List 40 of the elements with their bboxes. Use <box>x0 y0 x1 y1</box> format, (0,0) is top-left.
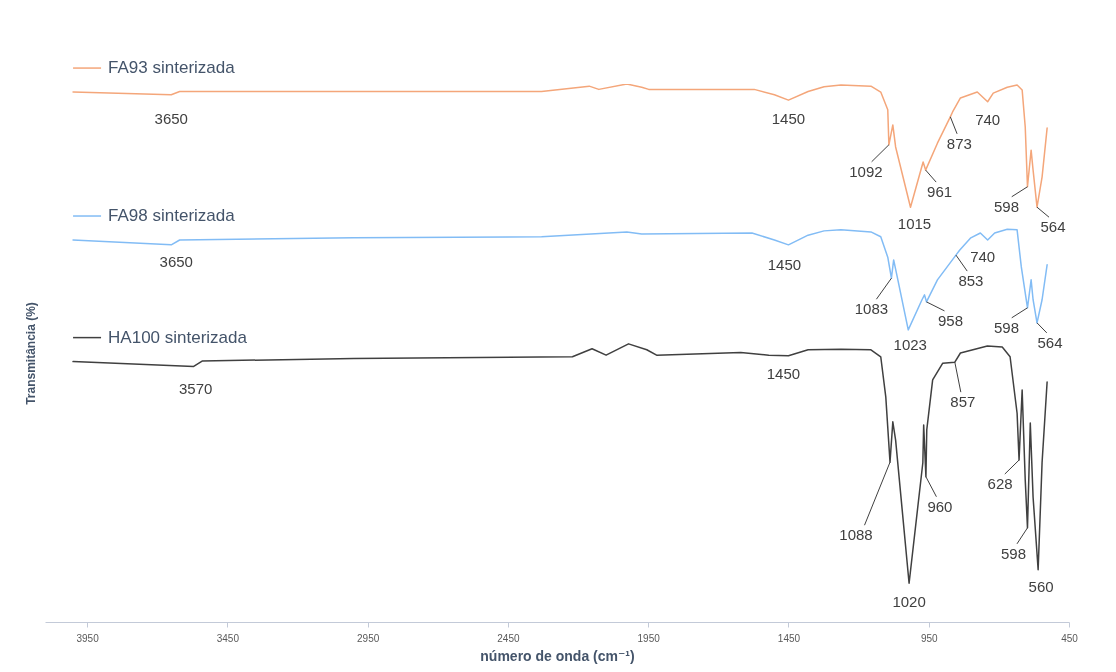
annotation: 3570 <box>179 380 213 398</box>
annotation: 740 <box>970 248 996 266</box>
x-tick-label: 1450 <box>777 632 801 644</box>
annotation: 1450 <box>766 364 801 382</box>
annotation: 1088 <box>839 526 873 544</box>
annotation: 958 <box>937 311 963 329</box>
annotation: 1092 <box>849 162 883 180</box>
annotation: 1020 <box>892 593 926 611</box>
x-tick-label: 3950 <box>76 632 100 644</box>
annotation: 628 <box>987 475 1013 493</box>
annotation: 564 <box>1037 333 1063 351</box>
x-tick-label: 2950 <box>357 632 380 644</box>
legend-label: FA93 sinterizada <box>108 58 236 78</box>
annotation: 853 <box>958 272 984 290</box>
legend-label: HA100 sinterizada <box>108 327 248 347</box>
annotation: 598 <box>1000 544 1026 562</box>
x-tick-label: 2450 <box>497 632 520 644</box>
annotation: 740 <box>975 110 1001 128</box>
legend-label: FA98 sinterizada <box>108 206 236 226</box>
x-tick-label: 950 <box>920 632 939 644</box>
annotation: 598 <box>993 197 1019 215</box>
annotation: 1083 <box>854 300 889 318</box>
y-axis-title: Transmitância (%) <box>23 302 38 405</box>
x-tick-label: 3450 <box>216 632 240 644</box>
annotation: 598 <box>993 318 1019 336</box>
annotation: 560 <box>1028 577 1054 595</box>
x-axis-title: número de onda (cm⁻¹) <box>480 647 635 664</box>
annotation: 1450 <box>771 110 806 128</box>
x-tick-label: 1950 <box>637 632 661 644</box>
x-tick-label: 450 <box>1061 632 1079 644</box>
annotation: 960 <box>927 497 953 515</box>
annotation: 1450 <box>767 255 802 273</box>
annotation: 857 <box>950 393 976 411</box>
annotation: 3650 <box>154 109 188 127</box>
annotation: 1023 <box>893 335 927 353</box>
annotation: 873 <box>946 134 972 152</box>
annotation: 961 <box>927 183 953 201</box>
annotation: 3650 <box>159 252 193 270</box>
annotation: 564 <box>1040 218 1066 236</box>
annotation: 1015 <box>897 215 932 233</box>
